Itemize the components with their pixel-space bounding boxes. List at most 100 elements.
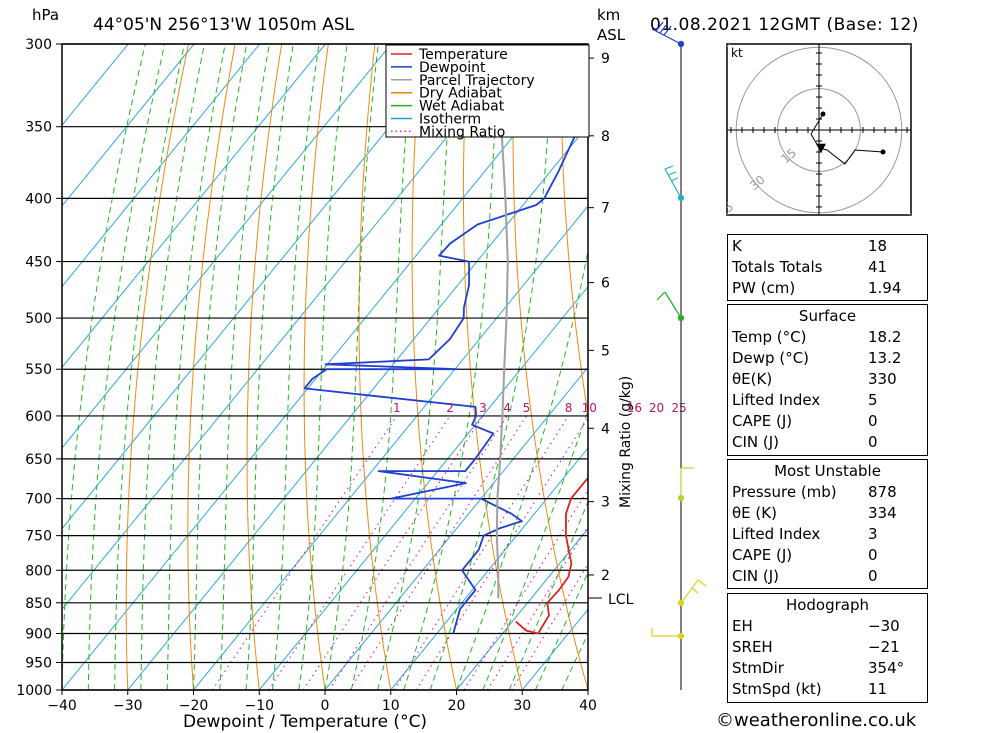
- km-tick-label: 2: [601, 568, 610, 584]
- temperature-axis: −40 −30 −20 −10 0 10 20 30 40: [47, 690, 597, 714]
- wind-barb-700: [677, 467, 694, 502]
- location-title: 44°05'N 256°13'W 1050m ASL: [93, 15, 355, 35]
- wet-adiabat-line: [114, 44, 185, 690]
- surface-value: 5: [868, 391, 878, 409]
- legend-label: Mixing Ratio: [419, 124, 505, 140]
- hodograph-stats-table: EH −30 SREH −21 StmDir 354° StmSpd (kt) 11: [728, 616, 927, 700]
- most-unstable-label: Lifted Index: [732, 525, 821, 543]
- hpa-unit-label: hPa: [32, 6, 59, 24]
- legend-label: Parcel Trajectory: [419, 73, 535, 89]
- surface-row: Dewp (°C) 13.2: [728, 348, 927, 369]
- temperature-tick-label: −40: [47, 698, 77, 714]
- dry-adiabat-line: [934, 44, 1000, 690]
- hodograph-stat-row: SREH −21: [728, 637, 927, 658]
- mixing-ratio-line: [302, 415, 484, 690]
- mixing-ratio-label: 10: [582, 401, 597, 415]
- mixing-ratio-labels: 1 2 3 4 5 8 10 16 20 25: [393, 401, 687, 415]
- mixing-ratio-label: 25: [671, 401, 686, 415]
- hodograph-stat-row: StmDir 354°: [728, 658, 927, 679]
- isotherm-line: [258, 285, 588, 690]
- index-row: PW (cm) 1.94: [728, 278, 927, 299]
- indices-table: K 18 Totals Totals 41 PW (cm) 1.94: [728, 236, 927, 299]
- most-unstable-value: 0: [868, 546, 878, 564]
- surface-value: 13.2: [868, 349, 902, 367]
- hodograph-stat-value: 354°: [868, 659, 905, 677]
- surface-title: Surface: [798, 307, 857, 325]
- mixing-ratio-lines: [211, 415, 588, 690]
- km-tick-label: 3: [601, 495, 610, 511]
- pressure-tick-label: 600: [25, 409, 52, 425]
- temperature-tick-label: 30: [513, 698, 531, 714]
- surface-value: 0: [868, 412, 878, 430]
- km-tick-label: 4: [601, 421, 610, 437]
- surface-value: 0: [868, 433, 878, 451]
- pressure-tick-label: 300: [25, 37, 52, 53]
- pressure-tick-label: 400: [25, 191, 52, 207]
- surface-label: Temp (°C): [732, 328, 807, 346]
- km-tick-label: 8: [601, 129, 610, 145]
- surface-label: CIN (J): [732, 433, 780, 451]
- surface-row: Lifted Index 5: [728, 390, 927, 411]
- pressure-tick-label: 1000: [16, 683, 52, 699]
- storm-motion-arrow: [816, 143, 827, 153]
- legend-label: Wet Adiabat: [419, 99, 505, 115]
- km-tick-label: 5: [601, 343, 610, 359]
- wet-adiabat-line: [62, 44, 146, 690]
- surface-value: 18.2: [868, 328, 902, 346]
- mixing-ratio-label: 16: [627, 401, 642, 415]
- copyright-notice[interactable]: ©weatheronline.co.uk: [716, 710, 917, 731]
- most-unstable-label: CAPE (J): [732, 546, 793, 564]
- hodograph-ring-label: 45: [716, 199, 737, 220]
- lcl-label: LCL: [608, 592, 634, 608]
- most-unstable-row: Lifted Index 3: [728, 524, 927, 545]
- isotherm-line: [62, 44, 524, 611]
- most-unstable-row: CIN (J) 0: [728, 566, 927, 587]
- mixing-ratio-title: Mixing Ratio (g/kg): [618, 376, 634, 508]
- temperature-tick-label: −20: [179, 698, 209, 714]
- surface-row: θE(K) 330: [728, 369, 927, 390]
- pressure-tick-label: 500: [25, 311, 52, 327]
- surface-label: θE(K): [732, 370, 773, 388]
- most-unstable-value: 334: [868, 504, 897, 522]
- surface-value: 330: [868, 370, 897, 388]
- most-unstable-value: 3: [868, 525, 878, 543]
- wet-adiabat-line: [508, 500, 588, 690]
- mixing-ratio-label: 4: [503, 401, 511, 415]
- mixing-ratio-label: 1: [393, 401, 401, 415]
- height-km-axis: 9 8 7 6 5 4 3 2: [588, 51, 610, 584]
- isotherm-line: [62, 44, 195, 207]
- km-tick-label: 7: [601, 201, 610, 217]
- surface-table: Temp (°C) 18.2 Dewp (°C) 13.2 θE(K) 330 Lifted…: [728, 327, 927, 453]
- hodograph-stats-title: Hodograph: [785, 596, 870, 614]
- mixing-ratio-label: 3: [479, 401, 487, 415]
- most-unstable-value: 878: [868, 483, 897, 501]
- datetime-title: 01.08.2021 12GMT (Base: 12): [650, 15, 919, 35]
- mixing-ratio-label: 20: [649, 401, 664, 415]
- pressure-tick-label: 650: [25, 452, 52, 468]
- most-unstable-box: Most Unstable Pressure (mb) 878 θE (K) 334 L…: [727, 459, 928, 589]
- surface-row: CAPE (J) 0: [728, 411, 927, 432]
- isotherm-line: [456, 527, 588, 690]
- dry-adiabat-line: [125, 44, 189, 690]
- most-unstable-row: CAPE (J) 0: [728, 545, 927, 566]
- surface-row: Temp (°C) 18.2: [728, 327, 927, 348]
- index-label: K: [732, 237, 742, 255]
- sounding-series: [303, 44, 588, 635]
- pressure-tick-label: 550: [25, 362, 52, 378]
- legend-label: Isotherm: [419, 112, 481, 128]
- wind-barb-900: [651, 628, 685, 640]
- parcel-trajectory-line: [495, 44, 509, 599]
- mixing-ratio-label: 2: [446, 401, 454, 415]
- isotherm-line: [62, 44, 261, 288]
- temperature-tick-label: −10: [244, 698, 274, 714]
- surface-label: CAPE (J): [732, 412, 793, 430]
- pressure-tick-label: 950: [25, 655, 52, 671]
- wind-barb-300: [651, 21, 685, 48]
- pressure-axis: 300 350 400 450 500 550 600 650 700 750 800 850 900 9…: [16, 37, 62, 699]
- indices-box: K 18 Totals Totals 41 PW (cm) 1.94: [727, 234, 928, 301]
- index-label: Totals Totals: [732, 258, 823, 276]
- temperature-tick-label: 40: [579, 698, 597, 714]
- pressure-tick-label: 450: [25, 255, 52, 271]
- isotherm-line: [193, 205, 588, 690]
